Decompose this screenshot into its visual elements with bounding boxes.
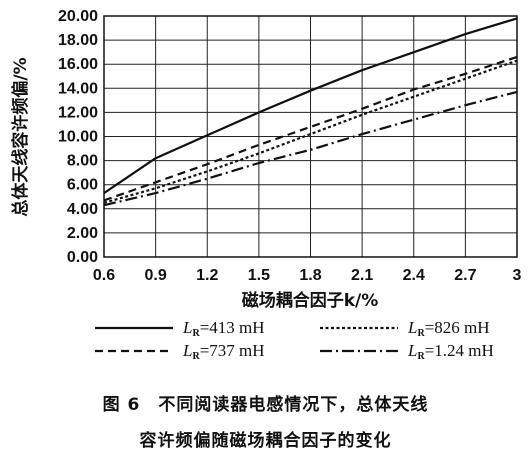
y-tick-label: 14.00	[58, 80, 98, 97]
y-tick-label: 12.00	[58, 104, 98, 121]
figure-caption-line-1: 图 6 不同阅读器电感情况下，总体天线	[102, 395, 429, 415]
y-tick-labels: 0.00 2.00 4.00 6.00 8.00 10.00 12.00 14.00 16.00…	[58, 8, 98, 266]
y-tick-label: 6.00	[67, 177, 98, 194]
chart-series	[103, 17, 518, 207]
series-line-3	[103, 55, 518, 202]
legend-label-3: LR=737 mH	[182, 341, 265, 362]
x-tick-labels: 0.6 0.9 1.2 1.5 1.8 2.1 2.4 2.7 3	[93, 267, 522, 284]
y-axis-label: 总体天线容许频偏/%	[10, 57, 31, 216]
y-tick-label: 2.00	[67, 225, 98, 242]
plot-frame	[103, 15, 518, 258]
x-tick-label: 3	[513, 267, 522, 284]
chart-grid	[103, 15, 518, 258]
y-tick-label: 8.00	[67, 153, 98, 170]
y-tick-label: 10.00	[58, 129, 98, 146]
y-tick-label: 0.00	[67, 249, 98, 266]
legend-label-4: LR=1.24 mH	[407, 341, 494, 362]
series-line-4	[103, 90, 518, 207]
y-tick-label: 20.00	[58, 8, 98, 25]
x-tick-label: 1.5	[248, 267, 270, 284]
figure-caption-line-2: 容许频偏随磁场耦合因子的变化	[139, 431, 392, 451]
series-line-2	[103, 59, 518, 204]
line-chart: 0.00 2.00 4.00 6.00 8.00 10.00 12.00 14.00 16.00…	[10, 8, 522, 362]
series-line-1	[103, 17, 518, 195]
x-tick-label: 1.2	[196, 267, 218, 284]
x-tick-label: 2.4	[403, 267, 425, 284]
x-tick-label: 2.7	[454, 267, 476, 284]
x-tick-label: 0.9	[145, 267, 167, 284]
x-axis-label: 磁场耦合因子k/%	[242, 290, 379, 311]
y-tick-label: 4.00	[67, 201, 98, 218]
y-tick-label: 16.00	[58, 56, 98, 73]
legend-label-1: LR=413 mH	[182, 318, 265, 339]
chart-legend: LR=413 mH LR=826 mH LR=737 mH LR=1.24 mH	[95, 318, 494, 362]
y-tick-label: 18.00	[58, 32, 98, 49]
legend-label-2: LR=826 mH	[407, 318, 490, 339]
x-tick-label: 2.1	[351, 267, 373, 284]
x-tick-label: 1.8	[299, 267, 321, 284]
x-tick-label: 0.6	[93, 267, 115, 284]
